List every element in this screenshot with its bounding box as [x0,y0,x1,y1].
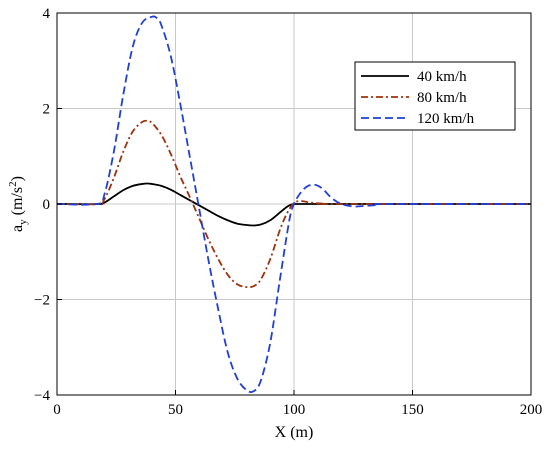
series-line-2 [56,15,532,394]
y-tick-label: −2 [34,293,50,309]
x-tick-label: 200 [520,402,543,418]
y-axis-label-sup: 2 [7,181,19,187]
series-lines [56,15,532,394]
y-tick-label: 0 [43,197,51,213]
y-tick-label: −4 [34,388,50,404]
legend-label-0: 40 km/h [417,69,467,85]
y-axis-label-base: a [9,225,26,232]
x-tick-label: 100 [283,402,306,418]
ticks: 0 50 100 150 200 −4 −2 0 2 4 [34,6,542,418]
y-axis-label: ay (m/s2) [7,176,29,232]
y-tick-label: 4 [43,6,51,22]
x-tick-label: 50 [168,402,183,418]
x-tick-label: 150 [401,402,424,418]
x-axis-label: X (m) [275,424,314,441]
series-line-1 [56,119,532,289]
legend-label-1: 80 km/h [417,90,467,106]
x-tick-label: 0 [53,402,61,418]
y-axis-label-unit-close: ) [9,176,26,181]
legend-box [354,61,516,131]
legend-label-2: 120 km/h [417,111,475,127]
y-axis-label-unit-open: (m/s [9,187,26,219]
legend: 40 km/h 80 km/h 120 km/h [354,61,516,131]
y-axis-label-sub: y [17,219,29,225]
y-tick-label: 2 [43,102,51,118]
